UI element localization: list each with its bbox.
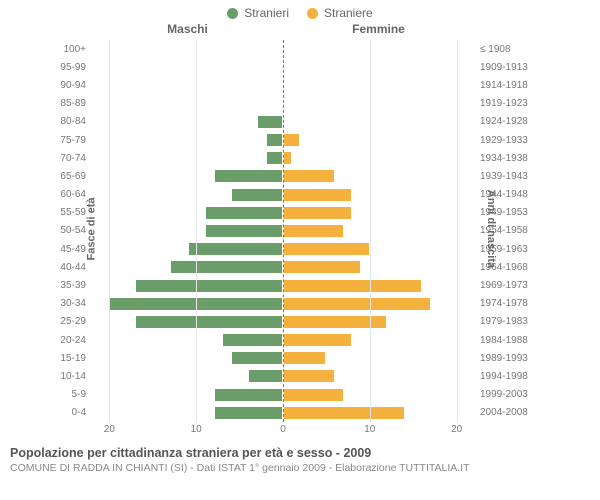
birth-label: 1924-1928: [474, 116, 532, 127]
age-label: 15-19: [56, 353, 92, 364]
legend-item-male: Stranieri: [227, 6, 289, 20]
age-label: 100+: [56, 44, 92, 55]
age-label: 25-29: [56, 316, 92, 327]
y-axis-title-right: Anni di nascita: [485, 190, 497, 268]
age-label: 40-44: [56, 262, 92, 273]
legend-label-female: Straniere: [324, 6, 373, 20]
age-label: 65-69: [56, 171, 92, 182]
swatch-male: [227, 8, 238, 19]
age-label: 95-99: [56, 62, 92, 73]
birth-label: 1929-1933: [474, 135, 532, 146]
birth-label: 1944-1948: [474, 189, 532, 200]
legend-item-female: Straniere: [307, 6, 373, 20]
birth-label: 1959-1963: [474, 244, 532, 255]
x-tick-label: 10: [364, 424, 375, 435]
age-label: 90-94: [56, 80, 92, 91]
birth-label: 1954-1958: [474, 225, 532, 236]
age-label: 85-89: [56, 98, 92, 109]
pyramid-chart: Maschi Femmine Fasce di età Anni di nasc…: [0, 22, 600, 440]
age-label: 20-24: [56, 335, 92, 346]
birth-label: 1964-1968: [474, 262, 532, 273]
grid-overlay: [92, 40, 474, 422]
birth-label: 1919-1923: [474, 98, 532, 109]
age-label: 10-14: [56, 371, 92, 382]
x-tick-label: 0: [280, 424, 286, 435]
age-label: 35-39: [56, 280, 92, 291]
age-label: 80-84: [56, 116, 92, 127]
swatch-female: [307, 8, 318, 19]
birth-label: 1939-1943: [474, 171, 532, 182]
birth-label: 1974-1978: [474, 298, 532, 309]
age-label: 0-4: [56, 407, 92, 418]
age-label: 30-34: [56, 298, 92, 309]
x-tick-label: 20: [451, 424, 462, 435]
caption: Popolazione per cittadinanza straniera p…: [0, 440, 600, 474]
birth-label: 1994-1998: [474, 371, 532, 382]
column-headers: Maschi Femmine: [0, 22, 600, 40]
plot-area: Fasce di età Anni di nascita 100+≤ 19089…: [56, 40, 532, 422]
birth-label: 1909-1913: [474, 62, 532, 73]
birth-label: 1989-1993: [474, 353, 532, 364]
caption-title: Popolazione per cittadinanza straniera p…: [10, 446, 590, 460]
birth-label: 2004-2008: [474, 407, 532, 418]
birth-label: 1999-2003: [474, 389, 532, 400]
legend: Stranieri Straniere: [0, 0, 600, 22]
header-female: Femmine: [283, 22, 474, 36]
age-label: 5-9: [56, 389, 92, 400]
birth-label: 1949-1953: [474, 207, 532, 218]
x-tick-label: 10: [191, 424, 202, 435]
birth-label: 1914-1918: [474, 80, 532, 91]
birth-label: 1969-1973: [474, 280, 532, 291]
birth-label: 1979-1983: [474, 316, 532, 327]
legend-label-male: Stranieri: [244, 6, 289, 20]
age-label: 70-74: [56, 153, 92, 164]
birth-label: 1934-1938: [474, 153, 532, 164]
midline: [283, 40, 284, 422]
birth-label: 1984-1988: [474, 335, 532, 346]
x-axis: 20 10 0 10 20: [56, 422, 532, 440]
caption-sub: COMUNE DI RADDA IN CHIANTI (SI) - Dati I…: [10, 462, 590, 474]
birth-label: ≤ 1908: [474, 44, 532, 55]
age-label: 75-79: [56, 135, 92, 146]
x-tick-label: 20: [104, 424, 115, 435]
header-male: Maschi: [92, 22, 283, 36]
